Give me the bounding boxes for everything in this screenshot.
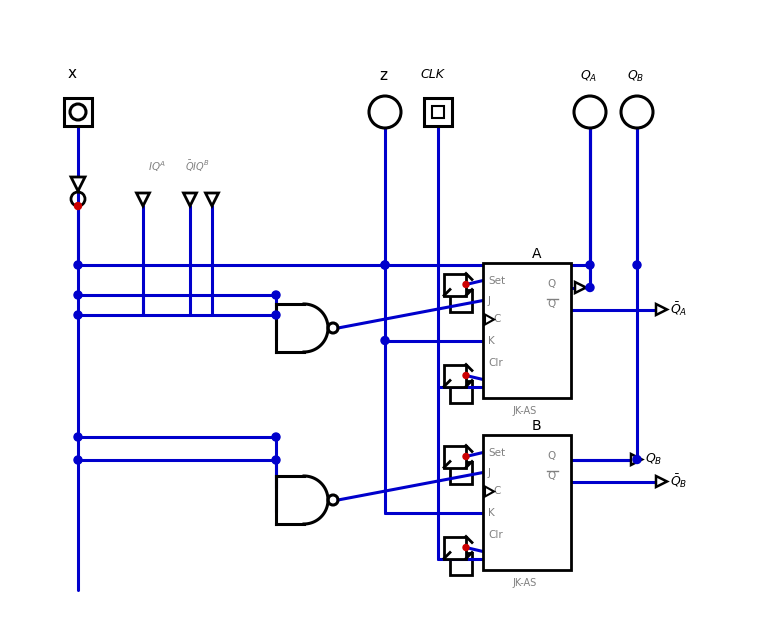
Circle shape (633, 261, 641, 269)
Circle shape (586, 283, 594, 292)
Text: z: z (379, 68, 387, 83)
Circle shape (381, 336, 389, 345)
Circle shape (463, 372, 469, 379)
Polygon shape (485, 487, 494, 497)
Bar (444, 536, 466, 558)
Text: $Q_A$: $Q_A$ (580, 69, 597, 84)
Text: $\bar{Q}_A$: $\bar{Q}_A$ (670, 301, 687, 318)
Text: Q: Q (547, 471, 555, 481)
Bar (444, 365, 466, 387)
Circle shape (272, 311, 280, 319)
Circle shape (74, 261, 82, 269)
Bar (424, 98, 452, 126)
Bar (444, 273, 466, 295)
Circle shape (272, 433, 280, 441)
Text: C: C (493, 314, 501, 324)
Polygon shape (656, 476, 667, 487)
Text: Q: Q (547, 300, 555, 309)
Text: K: K (488, 507, 495, 517)
Text: x: x (68, 66, 77, 81)
Circle shape (272, 291, 280, 299)
Text: Q: Q (547, 452, 555, 461)
Bar (450, 553, 472, 574)
Text: C: C (493, 487, 501, 497)
Polygon shape (206, 193, 219, 206)
Circle shape (463, 281, 469, 288)
Text: Set: Set (488, 276, 505, 285)
Circle shape (74, 291, 82, 299)
Polygon shape (485, 314, 494, 324)
Bar (450, 380, 472, 403)
Text: K: K (488, 336, 495, 346)
Circle shape (381, 261, 389, 269)
Text: JK-AS: JK-AS (512, 579, 536, 589)
Bar (450, 461, 472, 483)
Text: Q: Q (547, 280, 555, 290)
Circle shape (586, 261, 594, 269)
Bar (483, 262, 571, 398)
Text: Clr: Clr (488, 529, 503, 540)
Bar (450, 290, 472, 312)
Circle shape (75, 203, 82, 209)
Circle shape (463, 545, 469, 550)
Bar (483, 435, 571, 570)
Polygon shape (184, 193, 197, 206)
Polygon shape (631, 454, 642, 465)
Text: $Q_B$: $Q_B$ (645, 452, 662, 467)
Text: Set: Set (488, 447, 505, 457)
Circle shape (463, 454, 469, 459)
Text: $Q_B$: $Q_B$ (627, 69, 645, 84)
Polygon shape (656, 304, 667, 315)
Text: J: J (488, 468, 491, 478)
Text: J: J (488, 295, 491, 305)
Text: B: B (532, 420, 542, 433)
Polygon shape (136, 193, 149, 206)
Bar (432, 106, 444, 118)
Circle shape (381, 261, 389, 269)
Bar (64, 98, 92, 126)
Text: CLK: CLK (420, 68, 444, 81)
Polygon shape (71, 177, 85, 191)
Text: A: A (532, 247, 542, 261)
Circle shape (272, 456, 280, 464)
Text: $IQ^A$: $IQ^A$ (148, 159, 166, 174)
Polygon shape (575, 282, 586, 293)
Text: JK-AS: JK-AS (512, 406, 536, 416)
Circle shape (633, 456, 641, 464)
Circle shape (74, 433, 82, 441)
Text: $\bar{Q}IQ^B$: $\bar{Q}IQ^B$ (185, 159, 210, 174)
Bar (444, 445, 466, 468)
Text: $\bar{Q}_B$: $\bar{Q}_B$ (670, 473, 687, 490)
Circle shape (74, 311, 82, 319)
Circle shape (74, 456, 82, 464)
Text: Clr: Clr (488, 358, 503, 367)
